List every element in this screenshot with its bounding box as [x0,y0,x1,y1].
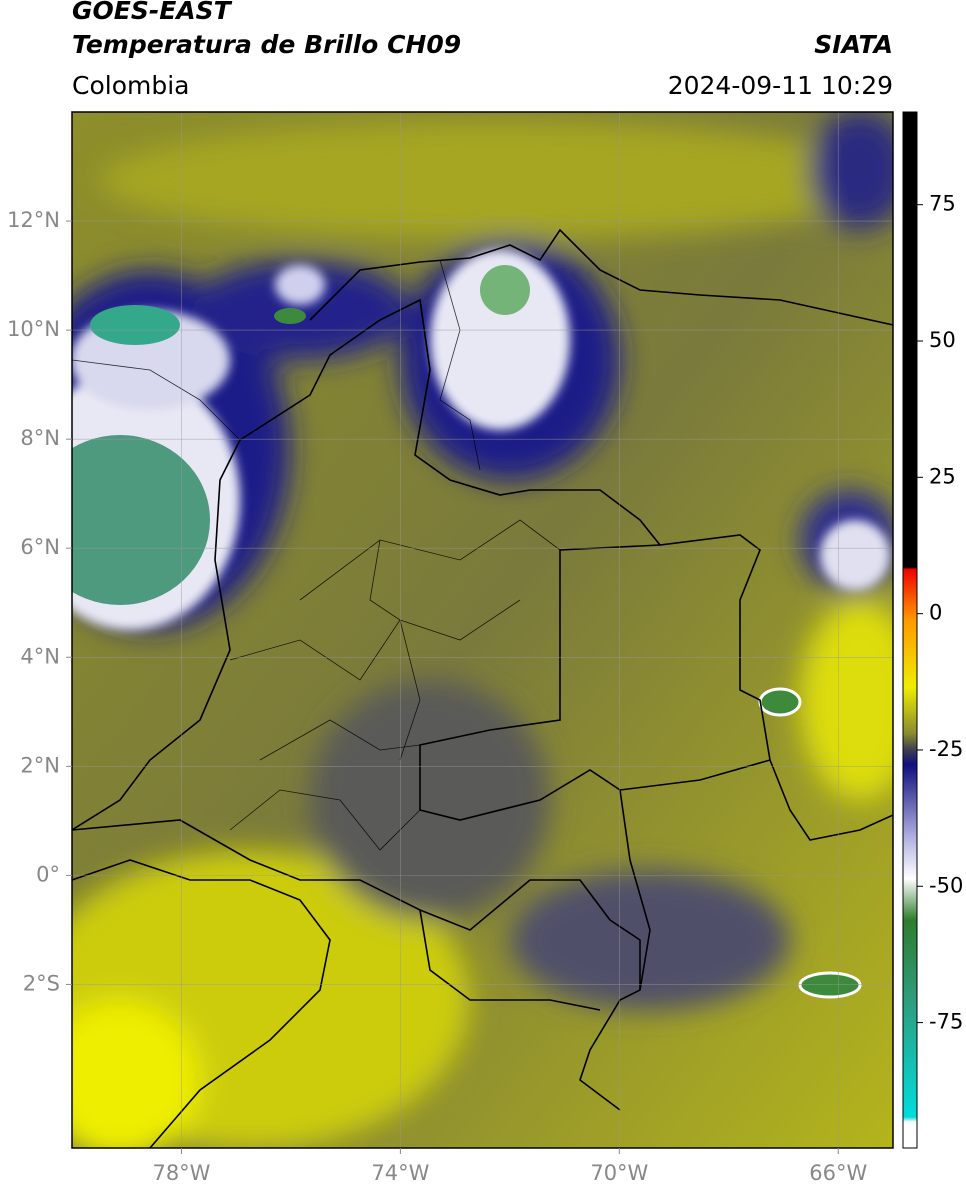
x-tick-label: 70°W [590,1161,648,1185]
colorbar-tick-label: -75 [929,1010,963,1034]
colorbar-tick-label: 25 [929,464,956,488]
y-tick-label: 8°N [20,426,60,450]
y-tick-label: 4°N [20,644,60,668]
colorbar-tick-label: -25 [929,737,963,761]
colorbar [902,111,918,1149]
y-tick-label: 6°N [20,535,60,559]
y-tick-label: 0° [36,862,60,886]
x-tick-label: 78°W [152,1161,210,1185]
subtitle: Temperatura de Brillo CH09 [72,30,461,59]
y-tick-label: 2°N [20,753,60,777]
colorbar-tick-label: -50 [929,873,963,897]
datetime: 2024-09-11 10:29 [668,71,893,100]
y-tick-label: 12°N [7,208,60,232]
imagery [72,112,893,1148]
grid [72,112,893,1148]
x-tick-label: 66°W [809,1161,867,1185]
colorbar-tick-label: 75 [929,192,956,216]
title: GOES-EAST [72,0,233,25]
map-frame [71,111,894,1149]
colorbar-tick-label: 50 [929,328,956,352]
colorbar-tick-label: 0 [929,601,942,625]
region: Colombia [72,71,189,100]
y-tick-label: 10°N [7,317,60,341]
source: SIATA [814,30,893,59]
y-tick-label: 2°S [23,971,60,995]
x-tick-label: 74°W [371,1161,429,1185]
